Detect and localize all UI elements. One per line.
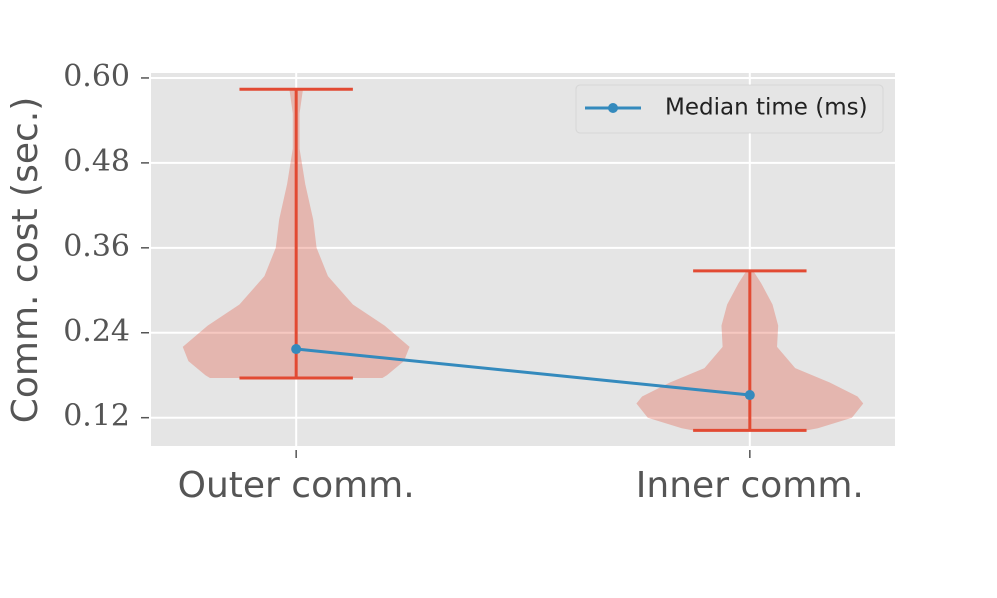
y-tick-label: 0.60 xyxy=(63,59,130,94)
median-point xyxy=(291,344,302,355)
y-tick-label: 0.12 xyxy=(63,399,130,434)
y-axis-label: Comm. cost (sec.) xyxy=(5,97,46,424)
median-point xyxy=(744,390,755,401)
median-line xyxy=(296,347,750,397)
y-tick-label: 0.24 xyxy=(63,314,130,349)
marks xyxy=(182,87,864,432)
violin-body xyxy=(182,89,297,379)
legend-box xyxy=(575,84,884,134)
violin-body xyxy=(749,270,864,431)
legend-label: Median time (ms) xyxy=(665,95,868,121)
x-tick-label: Outer comm. xyxy=(178,465,415,506)
plot-area xyxy=(151,73,895,446)
x-tick-label: Inner comm. xyxy=(636,465,864,506)
y-tick-label: 0.48 xyxy=(63,144,130,179)
violin-body xyxy=(636,270,750,431)
y-tick-label: 0.36 xyxy=(63,229,130,264)
violin-body xyxy=(296,89,410,379)
legend-marker xyxy=(608,103,618,113)
